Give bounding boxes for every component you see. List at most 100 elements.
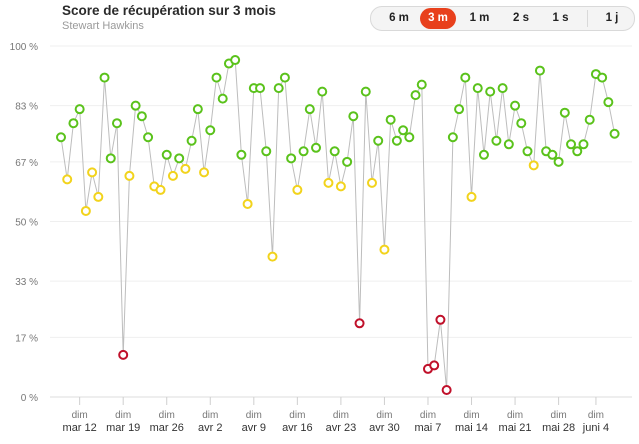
data-point	[447, 132, 458, 143]
x-tick-weekday: dim	[463, 410, 479, 421]
range-1s-button[interactable]: 1 s	[552, 12, 569, 24]
x-tick-weekday: dim	[420, 410, 436, 421]
x-tick-date: mai 21	[499, 422, 532, 434]
x-tick-weekday: dim	[159, 410, 175, 421]
data-point	[186, 135, 197, 146]
data-point	[379, 244, 390, 255]
range-6m-button[interactable]: 6 m	[389, 12, 409, 24]
data-point	[559, 107, 570, 118]
data-point	[143, 132, 154, 143]
data-point	[292, 184, 303, 195]
y-tick-label: 17 %	[15, 333, 38, 344]
data-point	[485, 86, 496, 97]
data-point	[273, 83, 284, 94]
y-tick-label: 100 %	[10, 42, 38, 53]
x-tick-date: mar 19	[106, 422, 140, 434]
data-point	[317, 86, 328, 97]
data-point	[385, 114, 396, 125]
y-tick-label: 83 %	[15, 102, 38, 113]
data-point	[174, 153, 185, 164]
data-point	[466, 191, 477, 202]
data-point	[323, 177, 334, 188]
data-point	[192, 104, 203, 115]
y-tick-label: 33 %	[15, 277, 38, 288]
x-tick-date: avr 16	[282, 422, 313, 434]
recovery-points	[56, 55, 620, 395]
data-point	[367, 177, 377, 188]
data-point	[180, 163, 191, 174]
data-point	[503, 139, 514, 150]
range-1d-button[interactable]: 1 j	[605, 12, 619, 24]
data-point	[410, 90, 421, 101]
data-point	[348, 111, 359, 122]
data-point	[211, 72, 222, 83]
x-tick-weekday: dim	[289, 410, 305, 421]
data-point	[74, 104, 85, 115]
data-point	[217, 93, 228, 104]
data-point	[391, 135, 402, 146]
data-point	[522, 146, 533, 157]
data-point	[68, 118, 79, 129]
data-point	[255, 83, 266, 94]
recovery-line	[60, 59, 616, 391]
data-point	[472, 83, 483, 94]
data-point	[491, 135, 502, 146]
data-point	[118, 349, 129, 360]
data-point	[528, 160, 539, 171]
y-axis: 0 % 17 % 33 % 50 % 67 % 83 % 100 %	[10, 42, 38, 404]
data-point	[566, 139, 577, 150]
data-point	[236, 149, 247, 160]
data-point	[242, 198, 253, 209]
data-point	[267, 251, 278, 262]
x-tick-weekday: dim	[507, 410, 523, 421]
data-point	[373, 135, 384, 146]
data-point	[360, 86, 371, 97]
x-tick-weekday: dim	[115, 410, 131, 421]
data-point	[354, 318, 365, 329]
y-tick-label: 0 %	[21, 393, 38, 404]
data-point	[510, 100, 521, 111]
x-tick-weekday: dim	[246, 410, 262, 421]
range-3m-button[interactable]: 3 m	[420, 8, 456, 29]
x-tick-date: avr 23	[326, 422, 357, 434]
data-point	[279, 72, 290, 83]
range-1m-button[interactable]: 1 m	[469, 12, 490, 24]
data-point	[398, 125, 409, 136]
data-point	[167, 170, 178, 181]
data-point	[62, 174, 73, 185]
data-point	[578, 139, 589, 150]
x-tick-date: mai 14	[455, 422, 488, 434]
data-point	[342, 156, 353, 167]
x-tick-date: mai 7	[415, 422, 442, 434]
data-point	[93, 191, 104, 202]
data-point	[130, 100, 141, 111]
data-point	[597, 72, 608, 83]
data-point	[441, 384, 452, 395]
data-point	[435, 314, 446, 325]
data-point	[516, 118, 527, 129]
data-point	[335, 181, 346, 192]
data-point	[111, 118, 122, 129]
data-point	[286, 153, 297, 164]
data-point	[416, 79, 427, 90]
x-tick-date: avr 9	[242, 422, 266, 434]
data-point	[454, 104, 465, 115]
x-tick-weekday: dim	[376, 410, 392, 421]
data-point	[547, 149, 558, 160]
x-tick-date: mar 12	[63, 422, 97, 434]
data-point	[155, 184, 166, 195]
range-2s-button[interactable]: 2 s	[513, 12, 529, 24]
data-point	[534, 65, 545, 76]
data-point	[553, 156, 564, 167]
x-tick-date: avr 30	[369, 422, 400, 434]
data-point	[460, 72, 471, 83]
data-point	[298, 146, 309, 157]
gridlines	[50, 45, 632, 398]
data-point	[572, 146, 583, 157]
x-tick-weekday: dim	[72, 410, 88, 421]
data-point	[80, 205, 91, 216]
data-point	[584, 114, 595, 125]
data-point	[105, 153, 116, 164]
data-point	[199, 167, 210, 178]
data-point	[311, 142, 322, 153]
